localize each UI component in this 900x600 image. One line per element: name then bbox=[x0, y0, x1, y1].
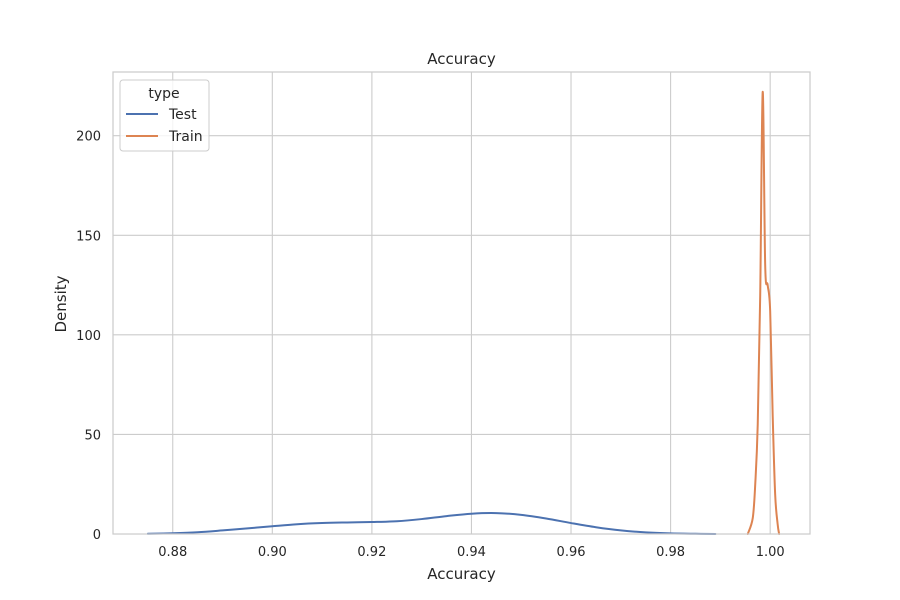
x-tick-labels: 0.88 0.90 0.92 0.94 0.96 0.98 1.00 bbox=[158, 545, 784, 560]
x-tick-label: 0.94 bbox=[457, 545, 486, 560]
y-tick-labels: 0 50 100 150 200 bbox=[76, 130, 101, 543]
chart-title: Accuracy bbox=[427, 50, 496, 68]
legend-label-train: Train bbox=[168, 129, 203, 145]
x-tick-label: 1.00 bbox=[756, 545, 785, 560]
y-tick-label: 50 bbox=[84, 428, 101, 443]
y-tick-label: 150 bbox=[76, 229, 101, 244]
x-tick-label: 0.92 bbox=[357, 545, 386, 560]
plot-frame bbox=[112, 71, 811, 535]
x-tick-label: 0.96 bbox=[557, 545, 586, 560]
series-layer bbox=[146, 90, 781, 535]
legend-label-test: Test bbox=[168, 107, 197, 123]
legend-title: type bbox=[148, 86, 179, 102]
x-tick-label: 0.90 bbox=[258, 545, 287, 560]
series-line-train bbox=[746, 90, 781, 535]
x-tick-label: 0.98 bbox=[656, 545, 685, 560]
y-tick-label: 200 bbox=[76, 130, 101, 145]
grid bbox=[113, 72, 810, 535]
x-axis-label: Accuracy bbox=[427, 565, 496, 583]
legend-box bbox=[119, 79, 210, 152]
y-tick-label: 0 bbox=[93, 528, 101, 543]
legend: type Test Train bbox=[119, 79, 210, 152]
series-line-test bbox=[146, 512, 717, 535]
y-axis-label: Density bbox=[52, 275, 70, 332]
y-tick-label: 100 bbox=[76, 329, 101, 344]
x-tick-label: 0.88 bbox=[158, 545, 187, 560]
